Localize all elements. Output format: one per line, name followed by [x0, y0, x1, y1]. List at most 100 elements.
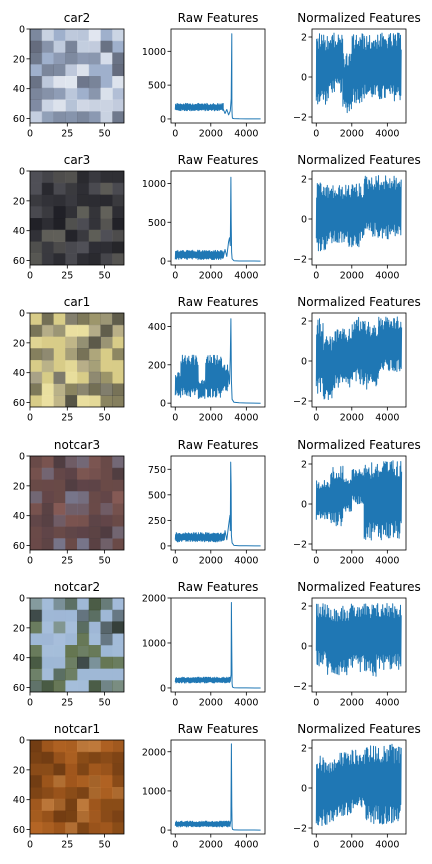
- raw-features-xtick-label: 4000: [234, 840, 258, 851]
- image-frame: [29, 739, 125, 835]
- raw-features-xtick-label: 0: [172, 840, 178, 851]
- raw-features-xtick-label: 2000: [199, 129, 223, 140]
- normalized-features-ytick-label: −2: [293, 255, 307, 266]
- image-xtick-label: 25: [61, 556, 73, 567]
- raw-features-frame: [170, 312, 266, 408]
- raw-features-ytick-label: 400: [148, 322, 166, 333]
- panel-plot: 0 2000 4000 0 500 1000 Raw Features: [142, 11, 266, 140]
- image-title: notcar1: [54, 722, 100, 736]
- feature-series-line: [315, 32, 402, 114]
- image-xtick-label: 25: [61, 271, 73, 282]
- panel-plot: 0 2000 4000 −2 0 2 Normalized Features: [293, 153, 421, 282]
- image-ytick-label: 60: [13, 683, 25, 694]
- normalized-features-ytick-label: −2: [293, 113, 307, 124]
- raw-features-ytick-label: 2000: [142, 747, 166, 758]
- raw-features-xtick-label: 0: [172, 698, 178, 709]
- raw-features-xtick-label: 4000: [234, 556, 258, 567]
- image-ytick-label: 0: [19, 25, 25, 36]
- image-ytick-label: 20: [13, 196, 25, 207]
- thumbnail-image: [30, 171, 124, 265]
- raw-features-ytick-label: 1000: [142, 179, 166, 190]
- normalized-features-title: Normalized Features: [297, 153, 420, 167]
- image-frame: [29, 312, 125, 408]
- normalized-features-xtick-label: 0: [313, 413, 319, 424]
- normalized-features-xtick-label: 2000: [340, 840, 364, 851]
- image-xtick-label: 0: [27, 698, 33, 709]
- panel-image: 0 25 50 0 20 40 60 notcar3: [13, 438, 125, 567]
- raw-features-title: Raw Features: [178, 438, 259, 452]
- feature-series-line: [315, 603, 402, 677]
- image-ytick-label: 60: [13, 398, 25, 409]
- raw-features-xtick-label: 4000: [234, 271, 258, 282]
- raw-features-xtick-label: 2000: [199, 271, 223, 282]
- raw-features-frame: [170, 455, 266, 551]
- image-ytick-label: 40: [13, 795, 25, 806]
- feature-series-line: [315, 460, 403, 541]
- panel-plot: 0 2000 4000 0 1000 2000 Raw Features: [142, 580, 266, 709]
- normalized-features-xtick-label: 0: [313, 271, 319, 282]
- raw-features-ytick-label: 1000: [142, 786, 166, 797]
- normalized-features-ytick-label: 2: [301, 460, 307, 471]
- feature-series-line: [174, 176, 261, 262]
- image-ytick-label: 0: [19, 309, 25, 320]
- normalized-features-ytick-label: −2: [293, 682, 307, 693]
- raw-features-title: Raw Features: [178, 295, 259, 309]
- normalized-features-ytick-label: 2: [301, 602, 307, 613]
- raw-features-xtick-label: 4000: [234, 698, 258, 709]
- raw-features-xtick-label: 0: [172, 556, 178, 567]
- normalized-features-ytick-label: 2: [301, 175, 307, 186]
- panel-plot: 0 2000 4000 −2 0 2 Normalized Features: [293, 295, 421, 424]
- image-xtick-label: 25: [61, 129, 73, 140]
- normalized-features-xtick-label: 0: [313, 129, 319, 140]
- feature-series-line: [174, 602, 261, 689]
- panel-plot: 0 2000 4000 0 250 500 750 Raw Features: [148, 438, 266, 567]
- normalized-features-frame: [311, 170, 407, 266]
- panel-plot: 0 2000 4000 −2 0 2 Normalized Features: [293, 722, 421, 851]
- image-xtick-label: 0: [27, 129, 33, 140]
- normalized-features-xtick-label: 4000: [375, 129, 399, 140]
- normalized-features-ytick-label: 2: [301, 317, 307, 328]
- image-xtick-label: 50: [99, 271, 111, 282]
- raw-features-title: Raw Features: [178, 580, 259, 594]
- image-ytick-label: 60: [13, 825, 25, 836]
- feature-series-line: [174, 461, 261, 547]
- raw-features-frame: [170, 739, 266, 835]
- raw-features-ytick-label: 500: [148, 81, 166, 92]
- normalized-features-xtick-label: 4000: [375, 840, 399, 851]
- thumbnail-image: [30, 456, 124, 550]
- raw-features-xtick-label: 0: [172, 271, 178, 282]
- raw-features-xtick-label: 2000: [199, 840, 223, 851]
- feature-series-line: [315, 175, 402, 252]
- normalized-features-title: Normalized Features: [297, 295, 420, 309]
- image-xtick-label: 25: [61, 413, 73, 424]
- normalized-features-xtick-label: 2000: [340, 698, 364, 709]
- raw-features-ytick-label: 250: [148, 516, 166, 527]
- image-ytick-label: 20: [13, 338, 25, 349]
- normalized-features-xtick-label: 2000: [340, 413, 364, 424]
- normalized-features-title: Normalized Features: [297, 580, 420, 594]
- image-ytick-label: 20: [13, 623, 25, 634]
- panel-plot: 0 2000 4000 0 1000 2000 Raw Features: [142, 722, 266, 851]
- image-title: car1: [64, 295, 91, 309]
- raw-features-xtick-label: 4000: [234, 413, 258, 424]
- image-title: notcar3: [54, 438, 100, 452]
- normalized-features-xtick-label: 0: [313, 840, 319, 851]
- normalized-features-ytick-label: −2: [293, 397, 307, 408]
- thumbnail-image: [30, 313, 124, 407]
- panel-image: 0 25 50 0 20 40 60 car2: [13, 11, 125, 140]
- panel-plot: 0 2000 4000 −2 0 2 Normalized Features: [293, 438, 421, 567]
- image-xtick-label: 50: [99, 698, 111, 709]
- normalized-features-ytick-label: 0: [301, 215, 307, 226]
- image-frame: [29, 455, 125, 551]
- raw-features-frame: [170, 170, 266, 266]
- image-ytick-label: 60: [13, 256, 25, 267]
- normalized-features-frame: [311, 597, 407, 693]
- image-xtick-label: 25: [61, 698, 73, 709]
- normalized-features-xtick-label: 2000: [340, 129, 364, 140]
- normalized-features-frame: [311, 28, 407, 124]
- image-ytick-label: 40: [13, 226, 25, 237]
- image-xtick-label: 0: [27, 413, 33, 424]
- image-ytick-label: 40: [13, 511, 25, 522]
- raw-features-xtick-label: 0: [172, 413, 178, 424]
